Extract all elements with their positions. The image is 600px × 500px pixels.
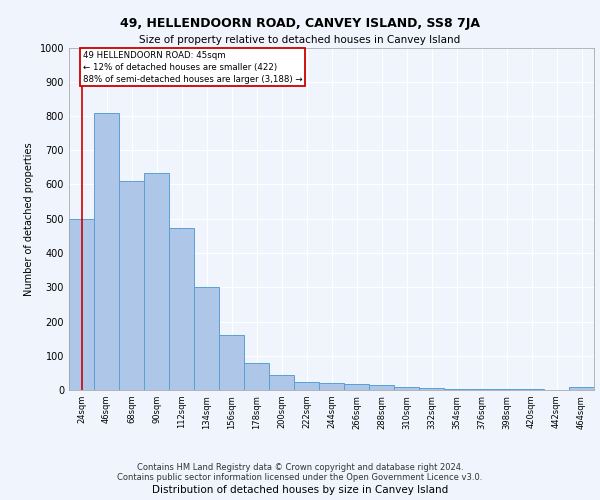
Bar — [94, 114, 119, 390]
Bar — [469, 389, 494, 390]
Bar — [319, 383, 344, 390]
Bar — [144, 172, 169, 390]
Bar — [169, 228, 194, 390]
Bar — [419, 388, 444, 390]
Text: Contains HM Land Registry data © Crown copyright and database right 2024.: Contains HM Land Registry data © Crown c… — [137, 464, 463, 472]
Bar — [344, 384, 369, 390]
Bar — [444, 388, 469, 390]
Bar — [219, 335, 244, 390]
Text: Distribution of detached houses by size in Canvey Island: Distribution of detached houses by size … — [152, 485, 448, 495]
Bar — [369, 385, 394, 390]
Text: 49 HELLENDOORN ROAD: 45sqm
← 12% of detached houses are smaller (422)
88% of sem: 49 HELLENDOORN ROAD: 45sqm ← 12% of deta… — [83, 51, 302, 84]
Text: Size of property relative to detached houses in Canvey Island: Size of property relative to detached ho… — [139, 35, 461, 45]
Bar — [119, 181, 144, 390]
Text: 49, HELLENDOORN ROAD, CANVEY ISLAND, SS8 7JA: 49, HELLENDOORN ROAD, CANVEY ISLAND, SS8… — [120, 18, 480, 30]
Bar — [269, 376, 294, 390]
Bar — [394, 386, 419, 390]
Bar — [69, 220, 94, 390]
Text: Contains public sector information licensed under the Open Government Licence v3: Contains public sector information licen… — [118, 474, 482, 482]
Bar — [194, 287, 219, 390]
Bar — [244, 364, 269, 390]
Y-axis label: Number of detached properties: Number of detached properties — [24, 142, 34, 296]
Bar — [569, 386, 594, 390]
Bar — [294, 382, 319, 390]
